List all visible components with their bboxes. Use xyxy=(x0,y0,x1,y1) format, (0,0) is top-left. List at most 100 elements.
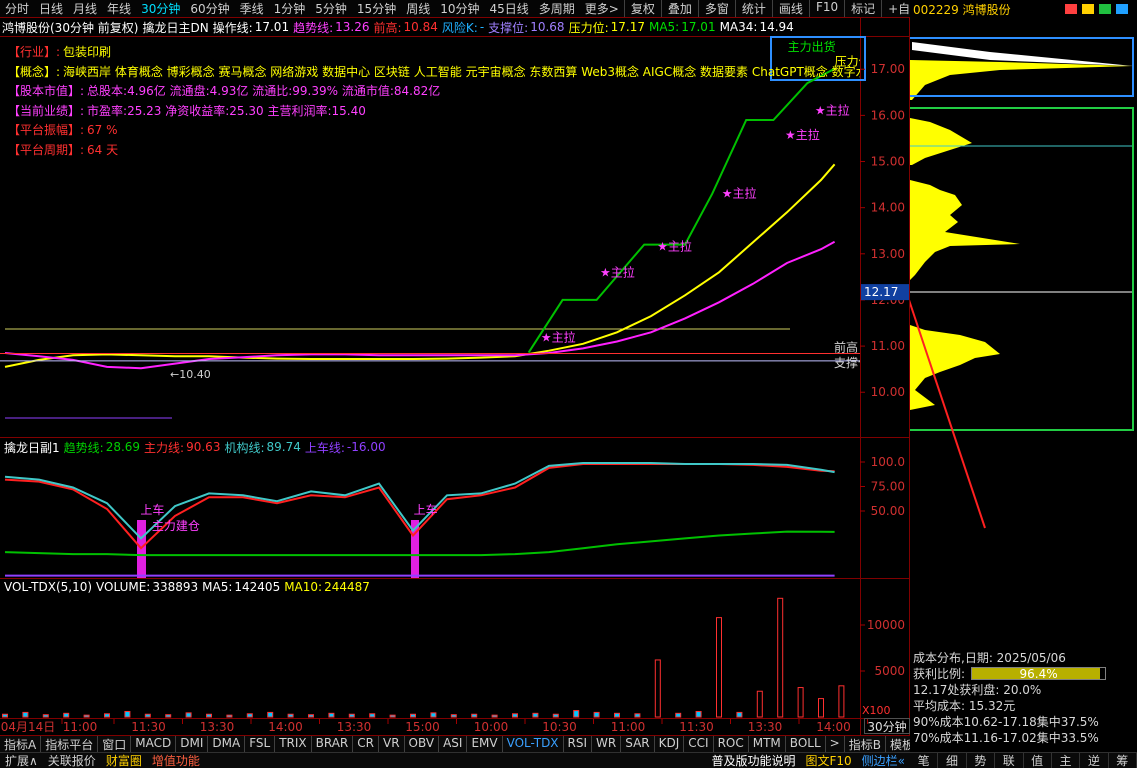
indicator-tab[interactable]: ROC xyxy=(714,736,749,752)
footer-list: 普及版功能说明 图文F10 侧边栏« xyxy=(706,753,910,768)
footer-link[interactable]: 关联报价 xyxy=(47,754,96,768)
icon[interactable] xyxy=(1065,4,1077,14)
header-label: 前高: xyxy=(373,20,402,35)
side-tab[interactable]: 值 xyxy=(1024,753,1052,768)
toolbar-button[interactable]: 标记 xyxy=(844,0,881,17)
toolbar-button[interactable]: 画线 xyxy=(771,0,809,17)
indicator-tab[interactable]: TRIX xyxy=(275,736,312,752)
x-tick-label: 15:00 xyxy=(405,720,440,734)
volume-bar xyxy=(512,713,518,718)
indicator-tab[interactable]: 指标A xyxy=(0,736,42,752)
volume-bar xyxy=(471,713,478,718)
info-label: 【行业】: xyxy=(8,45,61,59)
volume-bar xyxy=(124,710,131,718)
icon[interactable] xyxy=(1116,4,1128,14)
side-tab[interactable]: 势 xyxy=(967,753,996,768)
toolbar-button[interactable]: F10 xyxy=(808,0,844,17)
indicator-tab[interactable]: 指标平台 xyxy=(41,736,99,752)
legend-label: 上车线: xyxy=(304,440,345,455)
period-tab[interactable]: 周线 xyxy=(406,2,431,16)
footer-link[interactable]: 侧边栏« xyxy=(861,754,905,768)
indicator-tab[interactable]: DMA xyxy=(208,736,246,752)
indicator-tab[interactable]: MTM xyxy=(749,736,786,752)
toolbar-button[interactable]: 统计 xyxy=(734,0,772,17)
y-tick-label: 50.00 xyxy=(871,504,905,518)
side-tab[interactable]: 联 xyxy=(995,753,1024,768)
period-button[interactable]: 30分钟 xyxy=(864,718,910,734)
volume-bar xyxy=(348,713,355,718)
volume-bar xyxy=(308,714,314,718)
volume-bar xyxy=(206,713,212,718)
indicator-tab[interactable]: KDJ xyxy=(655,736,685,752)
icon[interactable] xyxy=(1082,4,1094,14)
tab-list: 指标A 指标平台 窗口 MACD DMI DMA FSL TRIX BRAR CR VR OBV ASI… xyxy=(0,736,845,752)
x-tick-label: 14:00 xyxy=(816,720,851,734)
toolbar-button[interactable]: +自选 xyxy=(881,0,910,17)
footer-list: 扩展∧ 关联报价 财富圈 增值功能 xyxy=(0,753,205,768)
indicator-tab[interactable]: FSL xyxy=(245,736,276,752)
indicator-tab[interactable]: MACD xyxy=(131,736,177,752)
side-tab[interactable]: 细 xyxy=(938,753,967,768)
period-tab[interactable]: 日线 xyxy=(39,2,64,16)
period-tab[interactable]: 60分钟 xyxy=(190,2,230,16)
volume-bar xyxy=(226,714,233,718)
footer-link[interactable]: 扩展∧ xyxy=(5,754,38,768)
indicator-tab[interactable]: VR xyxy=(379,736,405,752)
indicator-tab[interactable]: SAR xyxy=(621,736,655,752)
period-tab[interactable]: 15分钟 xyxy=(356,2,397,16)
annotation: 主力出货 xyxy=(788,39,836,54)
x-tick-label: 13:30 xyxy=(200,720,235,734)
period-tab[interactable]: 1分钟 xyxy=(273,2,306,16)
period-tab[interactable]: 季线 xyxy=(239,2,264,16)
indicator-tab[interactable]: BRAR xyxy=(312,736,354,752)
indicator-tab[interactable]: ASI xyxy=(439,736,468,752)
side-tab[interactable]: 筹 xyxy=(1109,753,1137,768)
period-tab[interactable]: 5分钟 xyxy=(315,2,347,16)
period-tab[interactable]: 45日线 xyxy=(489,2,529,16)
period-tab[interactable]: 更多> xyxy=(584,2,619,16)
side-tab[interactable]: 主 xyxy=(1052,753,1081,768)
indicator-tab[interactable]: 窗口 xyxy=(98,736,132,752)
x-tick-label: 11:30 xyxy=(679,720,714,734)
side-tab[interactable]: 逆 xyxy=(1080,753,1109,768)
indicator-tab[interactable]: OBV xyxy=(405,736,440,752)
annotation: ★主拉 xyxy=(657,238,692,253)
signal-bar xyxy=(411,520,419,578)
toolbar-button[interactable]: 多窗 xyxy=(697,0,735,17)
indicator-tab[interactable]: > xyxy=(826,736,845,752)
indicator-tab[interactable]: 指标B xyxy=(845,736,886,752)
indicator-tab[interactable]: EMV xyxy=(467,736,503,752)
header-label: MA34: xyxy=(719,20,758,34)
footer-link[interactable]: 普及版功能说明 xyxy=(711,754,796,768)
y-tick-label: 15.00 xyxy=(871,155,905,169)
indicator-tab[interactable]: CCI xyxy=(684,736,714,752)
period-tab[interactable]: 分时 xyxy=(5,2,30,16)
period-tab[interactable]: 10分钟 xyxy=(440,2,480,16)
footer-link[interactable]: 财富圈 xyxy=(105,754,142,768)
volume-bar xyxy=(797,687,804,718)
icon[interactable] xyxy=(1099,4,1111,14)
period-tab[interactable]: 年线 xyxy=(107,2,132,16)
indicator-tab[interactable]: 模板 xyxy=(886,736,910,752)
info-text: 市盈率:25.23 净资收益率:25.30 主营利润率:15.40 xyxy=(87,103,366,118)
indicator-tab[interactable]: RSI xyxy=(564,736,593,752)
volume-bar xyxy=(42,714,49,718)
indicator-tab[interactable]: DMI xyxy=(176,736,209,752)
footer-link[interactable]: 图文F10 xyxy=(805,754,852,768)
volume-bar xyxy=(634,713,641,718)
legend-value: 90.63 xyxy=(186,440,221,454)
footer-link[interactable]: 增值功能 xyxy=(151,754,200,768)
toolbar-button[interactable]: 复权 xyxy=(623,0,661,17)
volume-bar xyxy=(287,713,294,718)
info-line: 【股本市值】: 总股本:4.96亿 流通盘:4.93亿 流通比:99.39% 流通… xyxy=(8,82,860,102)
indicator-tab[interactable]: VOL-TDX xyxy=(503,736,564,752)
period-tab[interactable]: 30分钟 xyxy=(141,2,181,16)
indicator-tab[interactable]: WR xyxy=(592,736,622,752)
indicator-tab[interactable]: BOLL xyxy=(786,736,826,752)
toolbar-button[interactable]: 叠加 xyxy=(660,0,698,17)
side-tab[interactable]: 笔 xyxy=(910,753,939,768)
current-price: 12.17 xyxy=(864,285,898,299)
period-tab[interactable]: 月线 xyxy=(73,2,98,16)
period-tab[interactable]: 多周期 xyxy=(538,2,575,16)
indicator-tab[interactable]: CR xyxy=(353,736,379,752)
